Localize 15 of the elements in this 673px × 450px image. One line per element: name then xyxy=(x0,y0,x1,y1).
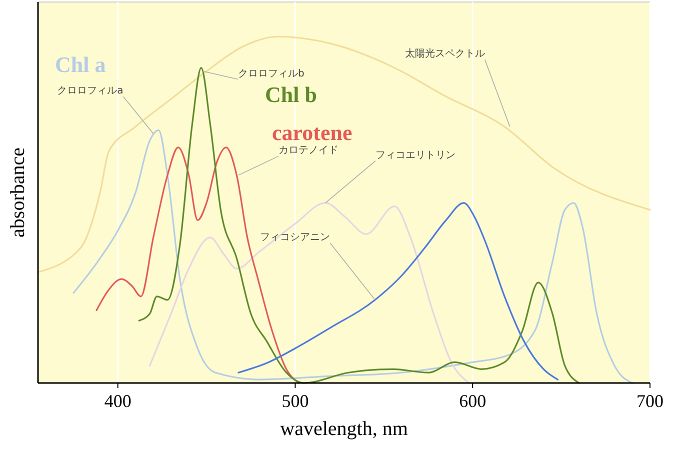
x-tick-label: 500 xyxy=(282,391,309,411)
annotation: フィコシアニン xyxy=(260,232,330,243)
x-tick-label: 600 xyxy=(459,391,486,411)
annotation: 太陽光スペクトル xyxy=(404,48,485,60)
y-axis-title: absorbance xyxy=(7,147,29,238)
annotation: カロテノイド xyxy=(278,145,338,156)
text: Chl a xyxy=(55,52,106,77)
annotation: クロロフィルa xyxy=(57,86,124,97)
annotation: フィコエリトリン xyxy=(375,150,456,161)
annotation: クロロフィルb xyxy=(238,68,304,80)
x-axis-title: wavelength, nm xyxy=(280,418,408,440)
x-tick-label: 400 xyxy=(104,391,132,411)
text: Chl b xyxy=(265,82,317,107)
x-tick-label: 700 xyxy=(636,391,664,411)
series-label: carotene xyxy=(272,120,352,145)
